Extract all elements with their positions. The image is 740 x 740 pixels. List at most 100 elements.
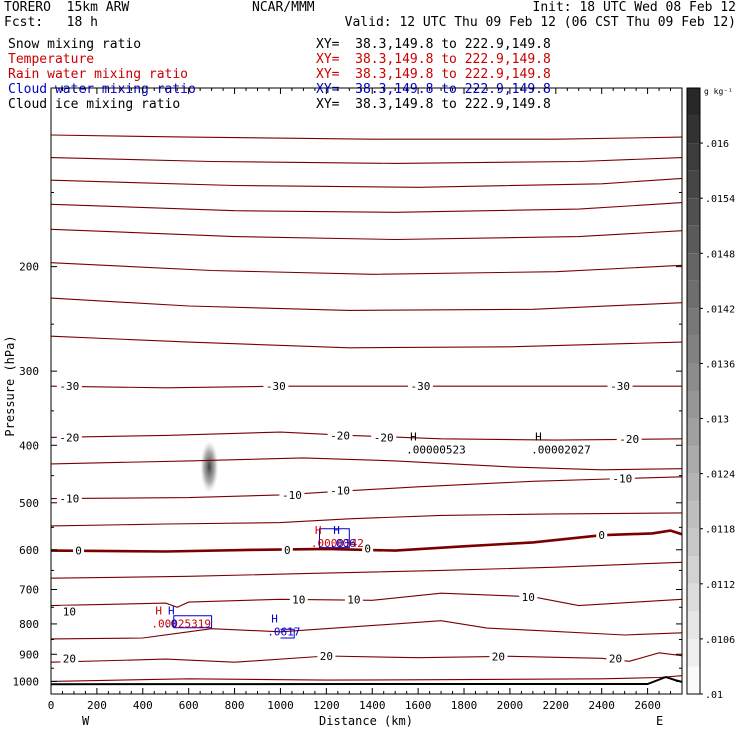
colorbar-segment xyxy=(687,88,700,116)
extremum-value: .0 xyxy=(164,617,177,630)
temperature-label: -30 xyxy=(410,380,430,393)
x-tick-label: 1600 xyxy=(405,699,432,712)
xy-range-5: XY= 38.3,149.8 to 222.9,149.8 xyxy=(316,97,551,112)
colorbar-segment xyxy=(687,501,700,529)
temperature-label: -30 xyxy=(59,380,79,393)
temperature-label: 0 xyxy=(75,545,82,558)
y-tick-label: 600 xyxy=(19,544,39,557)
y-tick-label: 300 xyxy=(19,365,39,378)
x-tick-label: 1400 xyxy=(359,699,386,712)
temperature-label-bg xyxy=(289,593,308,606)
temperature-label-bg xyxy=(596,529,608,542)
temperature-label-bg xyxy=(317,649,336,662)
temperature-contour xyxy=(51,512,682,527)
cloud-ice-blob xyxy=(200,440,219,493)
xy-range-3: XY= 38.3,149.8 to 222.9,149.8 xyxy=(316,67,551,82)
temperature-label: -10 xyxy=(59,493,79,506)
temperature-label: -10 xyxy=(282,489,302,502)
colorbar-segment xyxy=(687,638,700,667)
temperature-label: 0 xyxy=(284,544,291,557)
temperature-contour xyxy=(51,385,682,389)
temperature-label: 10 xyxy=(63,606,76,619)
temperature-contour xyxy=(51,457,682,471)
temperature-label: -20 xyxy=(330,429,350,442)
temperature-label-bg xyxy=(73,544,85,557)
temperature-label: -20 xyxy=(59,431,79,444)
colorbar-segment xyxy=(687,391,700,419)
cloud-water-contour xyxy=(319,528,350,549)
extremum-symbol: H xyxy=(333,524,340,537)
temperature-label: 10 xyxy=(347,594,360,607)
temperature-label: 20 xyxy=(609,652,622,665)
colorbar-tick-label: .01 xyxy=(705,690,723,701)
x-tick-label: 1800 xyxy=(451,699,478,712)
colorbar-segment xyxy=(687,280,700,309)
temperature-label-bg xyxy=(609,472,635,485)
field-label-snow: Snow mixing ratio xyxy=(8,37,142,52)
temperature-contour xyxy=(51,134,682,140)
temperature-label: -20 xyxy=(619,433,639,446)
colorbar-segment xyxy=(687,115,700,144)
colorbar-segment xyxy=(687,666,700,694)
colorbar-segment xyxy=(687,583,700,612)
colorbar-segment xyxy=(687,418,700,447)
colorbar-tick-label: .0136 xyxy=(705,359,735,370)
colorbar-tick-label: .013 xyxy=(705,415,729,426)
temperature-label-bg xyxy=(56,380,82,393)
y-tick-label: 400 xyxy=(19,439,39,452)
temperature-label: 0 xyxy=(364,542,371,555)
temperature-label-bg xyxy=(407,380,433,393)
temperature-label: -30 xyxy=(610,380,630,393)
colorbar-segment xyxy=(687,143,700,171)
east-endpoint-label: E xyxy=(656,714,663,728)
temperature-contour xyxy=(51,675,682,682)
west-endpoint-label: W xyxy=(82,714,90,728)
cloud-water-contour xyxy=(280,628,295,639)
y-tick-label: 900 xyxy=(19,648,39,661)
temperature-contour xyxy=(51,431,682,441)
field-label-cloud-ice: Cloud ice mixing ratio xyxy=(8,97,181,112)
y-tick-label: 700 xyxy=(19,584,39,597)
model-title: TORERO 15km ARW xyxy=(4,0,130,15)
temperature-label-bg xyxy=(60,652,79,665)
plot-area: -30 -30 -30 -30 -20 -20 -20 -20 -10 -10 -10 -10 0 0 0 0… xyxy=(51,134,682,686)
y-tick-label: 1000 xyxy=(13,675,40,688)
colorbar-segment xyxy=(687,363,700,391)
temperature-contour xyxy=(51,202,682,213)
temperature-label-bg xyxy=(56,492,82,505)
extremum-value: .00002027 xyxy=(531,443,591,456)
x-tick-label: 400 xyxy=(133,699,153,712)
colorbar-segment xyxy=(687,446,700,474)
temperature-contour xyxy=(51,262,682,275)
extremum-symbol: H xyxy=(168,604,175,617)
temperature-contour xyxy=(51,592,682,608)
colorbar-tick-label: .0142 xyxy=(705,304,735,315)
freezing-level-contour xyxy=(51,529,682,553)
extremum-value: .006 xyxy=(329,537,356,550)
extremum-symbol: H xyxy=(535,430,542,443)
colorbar-segment xyxy=(687,308,700,336)
colorbar-tick-label: .0112 xyxy=(705,580,735,591)
x-tick-label: 2400 xyxy=(588,699,615,712)
forecast-hour: Fcst: 18 h xyxy=(4,15,98,30)
colorbar-segment xyxy=(687,556,700,584)
temperature-label-bg xyxy=(263,380,289,393)
temperature-label: 20 xyxy=(320,650,333,663)
y-tick-label: 200 xyxy=(19,261,39,274)
temperature-label-bg xyxy=(362,542,374,555)
extremum-value: .0617 xyxy=(267,625,300,638)
temperature-label-bg xyxy=(489,650,508,663)
colorbar-segment xyxy=(687,528,700,557)
colorbar-tick-label: .0154 xyxy=(705,194,735,205)
x-tick-label: 2000 xyxy=(497,699,524,712)
xy-range-4: XY= 38.3,149.8 to 222.9,149.8 xyxy=(316,82,551,97)
temperature-contour xyxy=(51,620,682,640)
temperature-label-bg xyxy=(519,591,538,604)
temperature-label-bg xyxy=(60,605,79,618)
colorbar-segment xyxy=(687,170,700,199)
extremum-value: .00000523 xyxy=(406,443,466,456)
temperature-contour xyxy=(51,476,682,500)
temperature-label-bg xyxy=(281,543,293,556)
temperature-label: 20 xyxy=(63,653,76,666)
